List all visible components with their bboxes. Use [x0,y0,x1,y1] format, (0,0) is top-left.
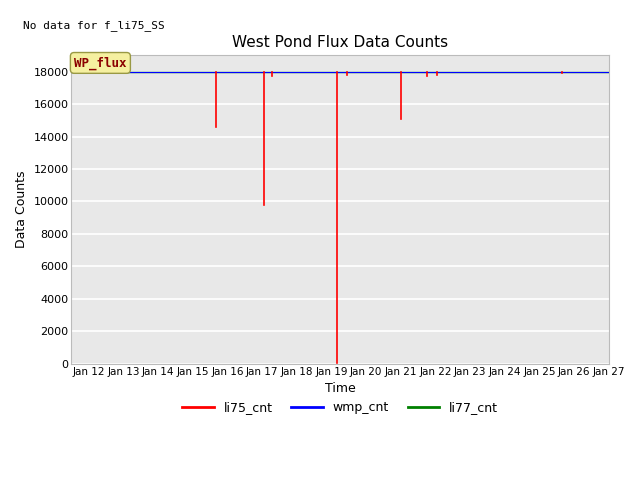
Text: WP_flux: WP_flux [74,56,127,70]
Legend: li75_cnt, wmp_cnt, li77_cnt: li75_cnt, wmp_cnt, li77_cnt [177,396,503,419]
X-axis label: Time: Time [324,382,355,395]
Text: No data for f_li75_SS: No data for f_li75_SS [23,20,165,31]
Y-axis label: Data Counts: Data Counts [15,171,28,248]
Title: West Pond Flux Data Counts: West Pond Flux Data Counts [232,35,448,50]
